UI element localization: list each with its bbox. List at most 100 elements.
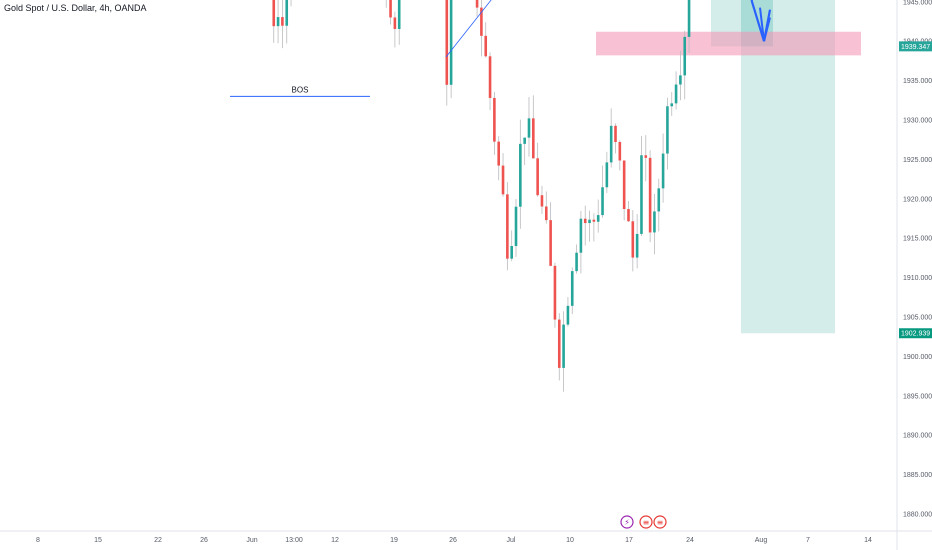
lightning-icon[interactable]: ⚡ [620, 515, 634, 529]
x-tick-label: 14 [864, 537, 872, 544]
candle-up [575, 252, 578, 272]
candle-down [592, 219, 596, 222]
x-tick-label: Aug [755, 537, 768, 544]
x-tick-label: 26 [200, 537, 208, 544]
candle-down [583, 218, 587, 224]
candle-down [549, 220, 552, 266]
lightning-icon-glyph: ⚡ [624, 518, 630, 527]
y-tick-label: 1920.000 [903, 196, 932, 203]
x-tick-label: 26 [449, 537, 457, 544]
candle-down [501, 165, 505, 195]
x-tick-label: 13:00 [285, 537, 303, 544]
candle-down [393, 17, 397, 29]
x-tick-label: 17 [625, 537, 633, 544]
y-tick-label: 1880.000 [903, 512, 932, 519]
x-tick-label: Jul [507, 537, 516, 544]
candle-down [488, 56, 492, 98]
candle-up [683, 36, 687, 76]
candle-down [532, 118, 535, 159]
candle-down [445, 0, 449, 85]
lightning-icon-ring [620, 515, 634, 529]
flag-us-icon[interactable]: ≡ [639, 515, 653, 529]
price-tag-label: 1902.939 [901, 331, 930, 338]
x-tick-label: 10 [566, 537, 574, 544]
y-tick-label: 1895.000 [903, 393, 932, 400]
demand-zone[interactable] [596, 31, 861, 56]
candle-up [679, 75, 682, 85]
price-tag [899, 328, 932, 339]
x-tick-label: 24 [686, 537, 694, 544]
projection-path[interactable] [624, 0, 772, 42]
x-tick-label: 7 [806, 537, 810, 544]
flag-us-icon-2-glyph: ≡ [657, 518, 664, 527]
candle-down [540, 195, 544, 207]
x-tick-label: 19 [390, 537, 398, 544]
y-tick-label: 1900.000 [903, 354, 932, 361]
candle-down [618, 141, 622, 161]
flag-us-icon-2-ring [653, 515, 667, 529]
target-zone-lower [741, 46, 835, 334]
candle-up [397, 0, 401, 29]
candle-down [480, 7, 483, 36]
candle-down [544, 206, 548, 221]
event-icons[interactable]: ⚡ ≡ ≡ [620, 515, 667, 529]
candle-up [579, 218, 583, 253]
candle-down [627, 209, 630, 222]
x-tick-label: 22 [154, 537, 162, 544]
candle-down [622, 160, 626, 210]
y-tick-label: 1925.000 [903, 157, 932, 164]
candle-up [661, 153, 665, 189]
price-axis[interactable]: 1880.000 1885.000 1890.000 1895.000 1900.000… [896, 0, 932, 550]
y-tick-label: 1905.000 [903, 315, 932, 322]
candle-up [609, 125, 613, 163]
candle-up [285, 0, 289, 26]
candle-down [648, 157, 652, 233]
price-tag-label: 1939.347 [901, 44, 930, 51]
candle-down [281, 17, 284, 26]
candle-up [666, 106, 669, 154]
candle-down [506, 194, 509, 259]
x-tick-label: Jun [246, 537, 257, 544]
y-tick-label: 1885.000 [903, 472, 932, 479]
candle-up [605, 162, 609, 188]
y-tick-label: 1915.000 [903, 236, 932, 243]
flag-us-icon-ring [639, 515, 653, 529]
y-tick-label: 1945.000 [903, 0, 932, 6]
bos-label: BOS [292, 85, 309, 94]
candles-layer [272, 0, 691, 392]
candle-down [497, 141, 501, 166]
candle-down [644, 155, 648, 158]
x-tick-label: 15 [94, 537, 102, 544]
chart-title: Gold Spot / U.S. Dollar, 4h, OANDA [4, 3, 147, 13]
candle-up [510, 246, 513, 259]
candle-up [657, 188, 661, 212]
x-tick-label: 12 [331, 537, 339, 544]
candle-up [588, 219, 591, 224]
candle-up [514, 206, 518, 247]
candle-down [484, 35, 488, 57]
candle-down [614, 125, 617, 142]
candle-up [674, 84, 678, 104]
candle-up [687, 0, 691, 37]
candle-up [449, 0, 453, 85]
flag-us-icon-glyph: ≡ [643, 518, 650, 527]
price-tag [899, 41, 932, 52]
projection-arrowhead [759, 7, 771, 42]
price-tags: 1986.4551986.4551974.1331973.9621955.435… [899, 41, 932, 339]
flag-us-icon-2[interactable]: ≡ [653, 515, 667, 529]
candle-down [493, 97, 496, 142]
candle-up [276, 17, 280, 27]
candle-up [566, 305, 570, 325]
y-tick-label: 1890.000 [903, 433, 932, 440]
candle-up [653, 211, 656, 233]
candle-down [536, 158, 539, 196]
x-tick-label: 8 [36, 537, 40, 544]
time-axis[interactable]: 8 15 22 26 Jun 13:00 12 19 26 Jul 10 17 24 Aug 7 14 [0, 530, 932, 544]
candle-down [475, 0, 479, 8]
candle-down [553, 265, 557, 320]
candle-down [272, 0, 276, 27]
candle-up [562, 324, 565, 368]
candle-down [389, 0, 392, 18]
annotations-layer: Daily POI$$$BOS [230, 0, 772, 97]
